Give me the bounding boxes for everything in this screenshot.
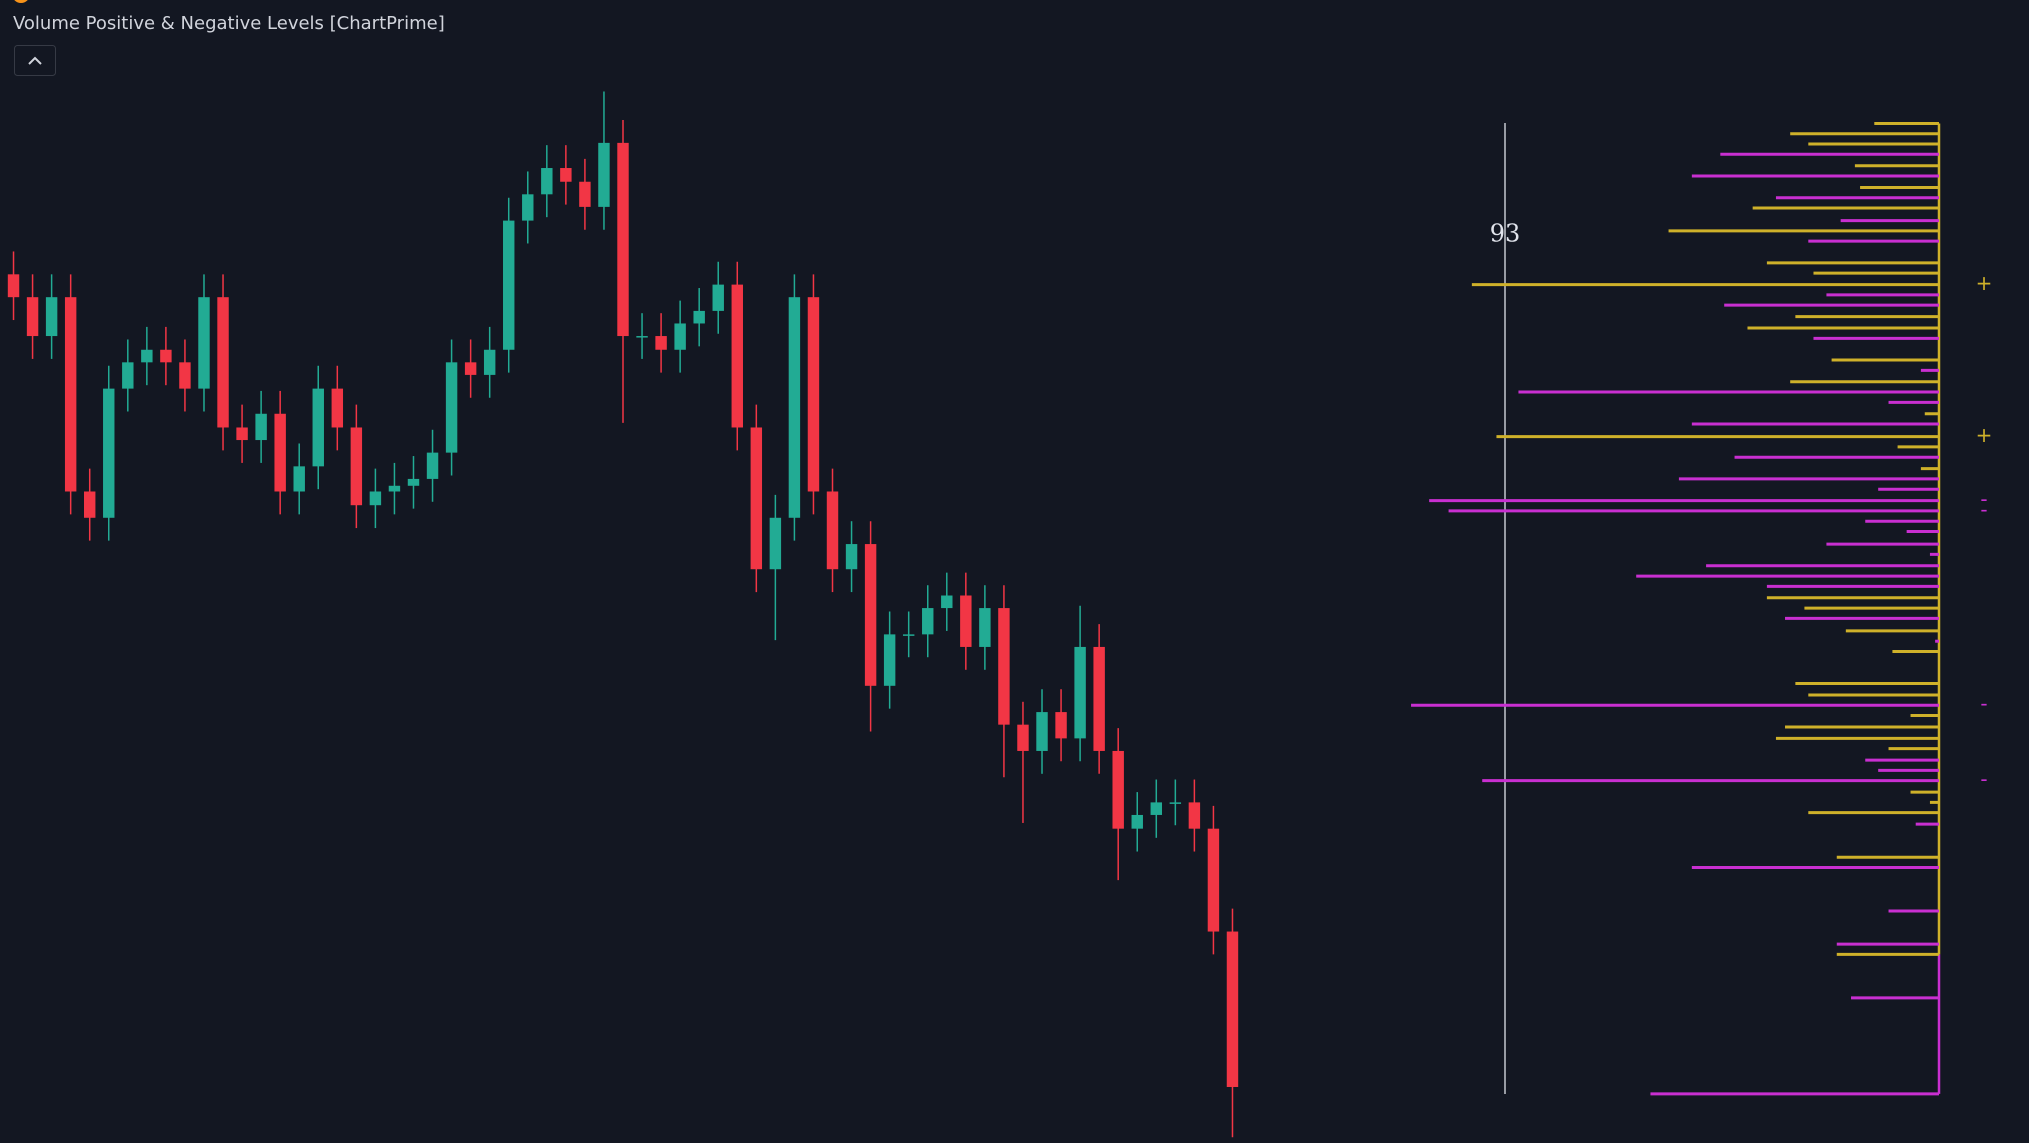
candle-body [1017, 724, 1029, 751]
candle-body [655, 336, 667, 350]
candle-body [1112, 750, 1124, 829]
candle-body [902, 634, 915, 636]
candle-body [560, 168, 572, 182]
candle-body [388, 485, 401, 492]
candle-body [45, 297, 58, 337]
candle-body [312, 388, 324, 467]
candle-body [883, 634, 896, 686]
candle-body [541, 168, 553, 195]
candle-body [198, 297, 210, 389]
level-marker: + [1976, 423, 1993, 447]
candle-body [426, 452, 439, 479]
candle-body [750, 427, 763, 570]
candle-body [160, 349, 172, 363]
candle-body [274, 413, 286, 492]
candle-body [769, 517, 782, 570]
candle-body [1074, 646, 1086, 739]
candle-body [1207, 828, 1220, 932]
candle-body [103, 388, 115, 518]
level-marker: - [1980, 487, 1987, 511]
candle-body [1188, 802, 1201, 829]
candle-body [845, 544, 858, 570]
candle-body [693, 310, 705, 324]
candle-body [331, 388, 344, 428]
candle-body [826, 491, 839, 570]
candle-body [1169, 802, 1182, 804]
candle-body [83, 491, 96, 518]
candle-body [979, 608, 991, 647]
candle-body [179, 362, 191, 389]
annotation: 93 [1490, 220, 1521, 248]
candle-body [369, 491, 382, 506]
candle-body [712, 284, 724, 311]
candle-body [464, 362, 477, 375]
level-marker: - [1980, 692, 1987, 716]
candle-body [1131, 814, 1143, 829]
candle-body [598, 142, 610, 207]
level-marker: + [1976, 271, 1993, 295]
candle-body [522, 194, 534, 221]
candle-body [617, 142, 629, 337]
indicator-title: Volume Positive & Negative Levels [Chart… [13, 13, 445, 34]
collapse-button-frame[interactable] [14, 45, 56, 76]
candle-body [255, 413, 267, 441]
candle-body [579, 181, 591, 207]
candle-body [960, 595, 972, 647]
candle-body [407, 478, 420, 486]
candle-body [636, 336, 648, 338]
candle-body [1150, 802, 1163, 815]
candle-body [731, 284, 743, 428]
candle-body [122, 362, 134, 389]
candle-body [674, 323, 686, 350]
candle-body [293, 466, 305, 492]
candle-body [998, 608, 1010, 725]
candle-body [236, 427, 248, 441]
candle-body [807, 297, 820, 492]
candle-body [1055, 712, 1067, 739]
candle-body [1226, 931, 1239, 1087]
candle-body [788, 297, 801, 518]
symbol-icon [14, 0, 28, 3]
level-marker: - [1980, 767, 1987, 791]
candle-body [503, 220, 515, 350]
candle-body [350, 427, 363, 506]
candle-body [445, 362, 458, 453]
level-marker: - [1980, 497, 1987, 521]
candle-body [141, 349, 153, 363]
candle-body [922, 608, 934, 635]
chevron-icon[interactable] [28, 56, 42, 65]
candle-body [7, 274, 20, 298]
candle-body [217, 297, 229, 428]
candle-body [64, 297, 77, 492]
collapse-button[interactable] [14, 45, 56, 76]
candle-body [1093, 646, 1105, 751]
candle-body [26, 297, 39, 337]
candle-body [1036, 712, 1048, 751]
candle-body [864, 544, 877, 686]
candle-body [483, 349, 496, 375]
candle-body [941, 595, 953, 609]
